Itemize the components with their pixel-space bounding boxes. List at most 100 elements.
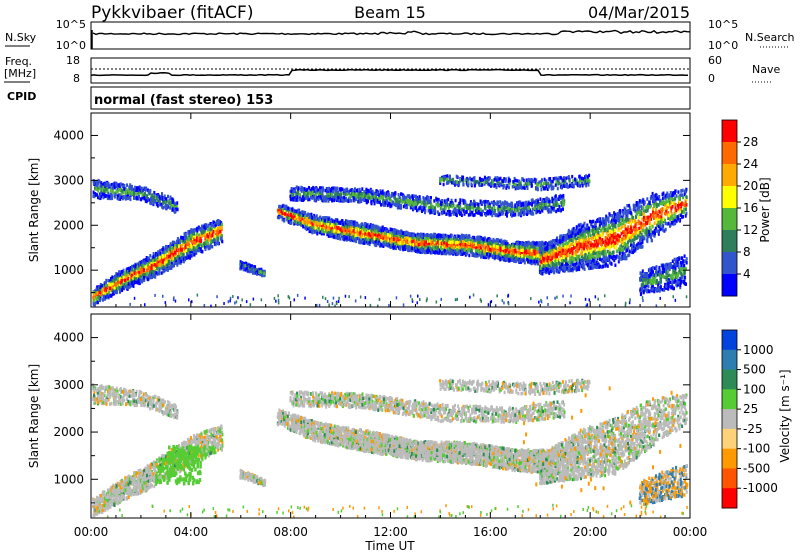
rti-point <box>121 270 123 274</box>
rti-point <box>464 243 466 247</box>
rti-point <box>278 211 280 215</box>
rti-point <box>561 263 563 267</box>
rti-point <box>147 263 149 267</box>
rti-point <box>193 232 195 236</box>
rti-point <box>450 241 452 245</box>
rti-point <box>468 254 470 258</box>
rti-point <box>553 271 555 275</box>
rti-point <box>530 259 532 263</box>
rti-point <box>445 252 447 256</box>
rti-point <box>200 239 202 243</box>
rti-point <box>221 236 223 240</box>
rti-point <box>471 248 473 252</box>
rti-point <box>574 230 576 234</box>
rti-point <box>97 301 99 305</box>
rti-point <box>422 249 424 253</box>
rti-point <box>465 239 467 243</box>
rti-point <box>440 234 442 238</box>
rti-point <box>434 238 436 242</box>
rti-point <box>564 245 566 249</box>
rti-point <box>359 231 361 235</box>
rti-point <box>159 249 161 253</box>
rti-point <box>515 256 517 260</box>
rti-point <box>565 257 567 261</box>
rti-point <box>524 243 526 247</box>
rti-point <box>559 240 561 244</box>
rti-point <box>499 247 501 251</box>
rti-point <box>562 238 564 242</box>
rti-point <box>411 247 413 251</box>
rti-point <box>105 287 107 291</box>
rti-point <box>524 250 526 254</box>
rti-point <box>483 249 485 253</box>
rti-point <box>511 259 513 263</box>
freq-trace <box>91 70 688 76</box>
rti-point <box>115 283 117 287</box>
rti-point <box>249 270 251 274</box>
rti-point <box>213 239 215 243</box>
rti-point <box>177 255 179 259</box>
nsky-tick-bottom: 10^0 <box>56 39 86 52</box>
rti-point <box>559 269 561 273</box>
rti-point <box>546 248 548 252</box>
rti-point <box>505 245 507 249</box>
rti-point <box>112 279 114 283</box>
radar-title: Pykkvibaer (fitACF) <box>91 3 253 23</box>
rti-point <box>555 254 557 257</box>
rti-point <box>134 268 136 272</box>
rti-point <box>314 221 316 225</box>
rti-point <box>150 259 152 263</box>
rti-point <box>461 249 463 253</box>
rti-point <box>477 244 479 248</box>
rti-point <box>165 245 167 249</box>
rti-point <box>464 248 466 252</box>
rti-point <box>334 226 336 230</box>
rti-point <box>514 249 516 253</box>
rti-point <box>371 229 373 233</box>
rti-point <box>515 245 517 249</box>
rti-point <box>161 248 163 252</box>
rti-point <box>559 258 561 262</box>
rti-point <box>489 242 491 246</box>
rti-point <box>162 255 164 259</box>
rti-point <box>299 217 301 221</box>
rti-point <box>286 216 288 220</box>
rti-point <box>152 270 154 274</box>
rti-point <box>201 250 203 254</box>
rti-point <box>540 267 542 271</box>
rti-point <box>281 216 283 220</box>
rti-point <box>406 245 408 249</box>
rti-point <box>131 281 133 285</box>
rti-point <box>300 222 302 226</box>
rti-point <box>481 244 483 248</box>
rti-point <box>283 219 285 223</box>
rti-point <box>387 233 389 237</box>
rti-point <box>427 247 429 251</box>
rti-point <box>573 257 575 261</box>
rti-point <box>408 233 410 237</box>
rti-point <box>346 229 348 233</box>
rti-point <box>303 221 305 225</box>
rti-point <box>206 241 208 245</box>
rti-point <box>373 237 375 241</box>
rti-point <box>502 246 504 250</box>
rti-point <box>446 237 448 241</box>
rti-point <box>572 231 574 235</box>
rti-point <box>353 239 355 243</box>
rti-point <box>489 253 491 257</box>
rti-point <box>493 249 495 253</box>
rti-point <box>546 267 548 271</box>
rti-point <box>397 232 399 236</box>
rti-point <box>452 250 454 254</box>
rti-point <box>168 255 170 259</box>
rti-point <box>318 217 320 221</box>
rti-point <box>542 242 544 246</box>
rti-point <box>128 282 130 286</box>
rti-point <box>193 250 195 254</box>
rti-point <box>384 235 386 239</box>
rti-point <box>449 252 451 256</box>
rti-point <box>144 261 146 265</box>
rti-point <box>428 234 430 238</box>
rti-point <box>350 226 352 230</box>
rti-point <box>421 242 423 246</box>
